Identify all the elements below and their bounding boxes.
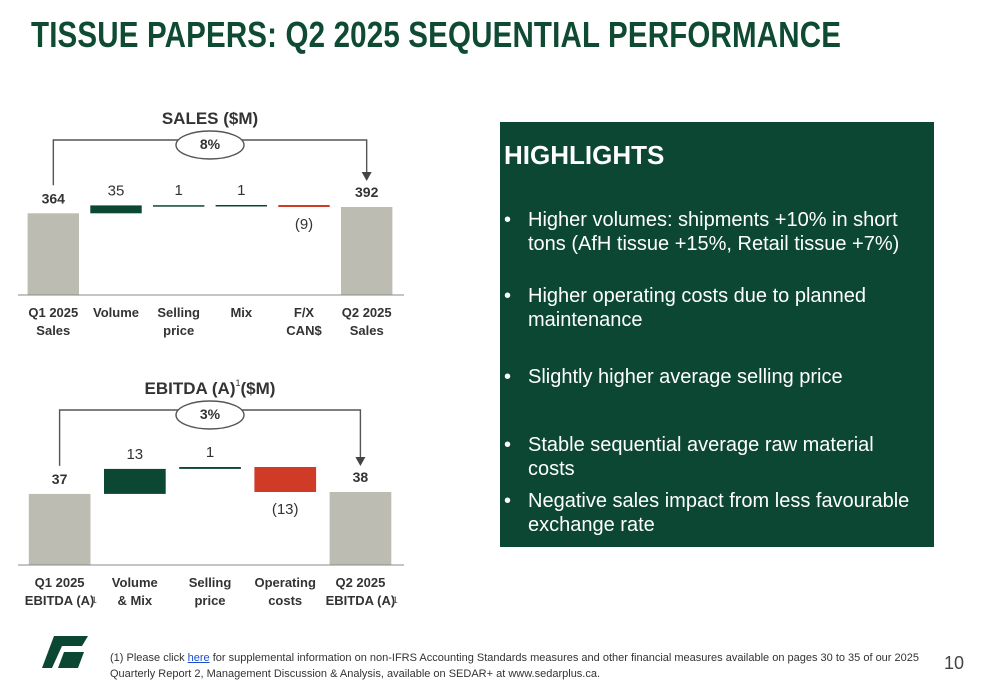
- change-badge: [175, 130, 245, 160]
- bullet-icon: •: [504, 434, 512, 456]
- footnote-link[interactable]: here: [187, 652, 210, 664]
- bullet-icon: •: [504, 209, 512, 231]
- highlight-text: Slightly higher average selling price: [528, 366, 843, 388]
- page-title: TISSUE PAPERS: Q2 2025 SEQUENTIAL PERFOR…: [31, 14, 842, 55]
- waterfall-bar: [341, 207, 393, 295]
- waterfall-bar: [90, 205, 142, 214]
- category-label: CAN$: [286, 323, 322, 338]
- bracket-arrow-icon: [355, 457, 366, 466]
- sales-chart-svg: 364 Q1 2025 Sales 35 Volume 1 Selling price 1 Mix…: [18, 109, 404, 338]
- waterfall-bar: [254, 467, 317, 492]
- data-label: 364: [42, 190, 66, 206]
- category-label: Q1 2025: [35, 575, 85, 590]
- chart-title: SALES ($M): [162, 109, 258, 128]
- category-label: EBITDA (A): [326, 593, 396, 608]
- data-label: 392: [355, 184, 379, 200]
- category-label: Selling: [189, 575, 232, 590]
- highlight-text: Higher volumes: shipments +10% in short …: [528, 209, 900, 255]
- category-label: Volume: [93, 305, 139, 320]
- category-footnote-marker: 1: [92, 595, 97, 605]
- company-logo-icon: [42, 636, 88, 668]
- data-label: 13: [126, 446, 143, 463]
- highlight-item: • Stable sequential average raw material…: [500, 433, 920, 481]
- data-label: 1: [206, 444, 214, 461]
- category-label: Q2 2025: [342, 305, 392, 320]
- data-label: 1: [237, 182, 245, 199]
- category-footnote-marker: 1: [393, 595, 398, 605]
- category-label: Operating: [254, 575, 315, 590]
- waterfall-bar: [28, 493, 91, 565]
- data-label: 35: [108, 182, 125, 199]
- category-label: price: [163, 323, 194, 338]
- category-label: Sales: [350, 323, 384, 338]
- category-label: EBITDA (A): [25, 593, 95, 608]
- waterfall-bar: [179, 467, 241, 469]
- data-label: 1: [175, 182, 183, 199]
- data-label: (9): [295, 216, 313, 233]
- page-number: 10: [944, 653, 965, 673]
- highlight-item: • Higher volumes: shipments +10% in shor…: [500, 208, 920, 256]
- highlight-text: Negative sales impact from less favourab…: [528, 490, 910, 536]
- waterfall-bar: [215, 205, 267, 207]
- category-label: Mix: [230, 305, 252, 320]
- highlights-list: • Higher volumes: shipments +10% in shor…: [500, 122, 934, 547]
- category-label: Q1 2025: [28, 305, 78, 320]
- waterfall-bar: [278, 205, 330, 207]
- waterfall-bar: [104, 468, 166, 494]
- waterfall-bar: [27, 213, 80, 295]
- chart-title: EBITDA (A)1($M): [145, 378, 276, 398]
- waterfall-bar: [153, 205, 205, 207]
- change-label: 3%: [200, 406, 221, 422]
- highlights-title: HIGHLIGHTS: [504, 140, 665, 170]
- category-label: & Mix: [117, 593, 152, 608]
- waterfall-bar: [329, 492, 392, 565]
- bracket-arrow-icon: [361, 172, 372, 181]
- change-label: 8%: [200, 136, 221, 152]
- data-label: (13): [272, 501, 299, 518]
- change-badge: [175, 400, 245, 430]
- sales-waterfall-chart: 364 Q1 2025 Sales 35 Volume 1 Selling price 1 Mix…: [0, 100, 440, 355]
- category-label: price: [194, 593, 225, 608]
- category-label: F/X: [294, 305, 315, 320]
- bullet-icon: •: [504, 366, 512, 388]
- data-label: 38: [353, 469, 369, 485]
- category-label: Selling: [157, 305, 200, 320]
- highlights-panel: HIGHLIGHTS • Higher volumes: shipments +…: [500, 122, 934, 547]
- category-label: costs: [268, 593, 302, 608]
- footnote-suffix: for supplemental information on non-IFRS…: [110, 652, 919, 680]
- bullet-icon: •: [504, 490, 512, 512]
- category-label: Sales: [36, 323, 70, 338]
- footnote-prefix: (1) Please click: [110, 652, 188, 664]
- highlight-text: Stable sequential average raw material c…: [528, 434, 874, 480]
- footnote: (1) Please click here for supplemental i…: [110, 650, 945, 682]
- highlight-item: • Higher operating costs due to planned …: [500, 284, 920, 332]
- data-label: 37: [52, 471, 68, 487]
- bullet-icon: •: [504, 285, 512, 307]
- ebitda-waterfall-chart: 37 Q1 2025 EBITDA (A) 1 13 Volume & Mix 1 Sellin…: [0, 370, 440, 625]
- category-label: Q2 2025: [335, 575, 385, 590]
- category-label: Volume: [112, 575, 158, 590]
- highlight-item: • Slightly higher average selling price: [500, 365, 920, 389]
- highlight-item: • Negative sales impact from less favour…: [500, 489, 920, 537]
- highlight-text: Higher operating costs due to planned ma…: [528, 285, 867, 331]
